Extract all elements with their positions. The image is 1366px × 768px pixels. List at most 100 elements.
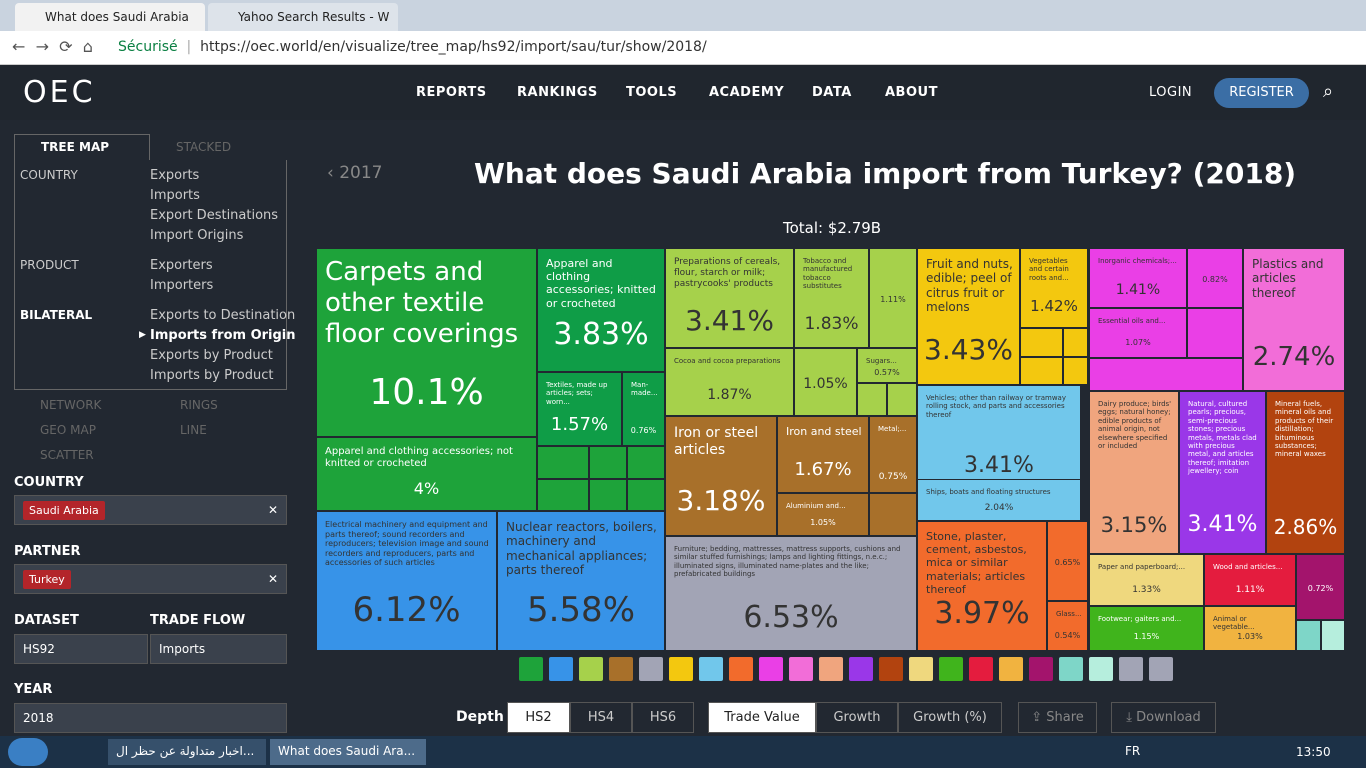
login[interactable]: LOGIN xyxy=(1149,85,1193,100)
category-icon[interactable] xyxy=(609,657,633,681)
tile[interactable]: Electrical machinery and equipment and p… xyxy=(316,511,497,651)
menu-item[interactable]: DATA xyxy=(812,85,852,100)
tile[interactable]: 0.82% xyxy=(1187,248,1243,308)
category-icon[interactable] xyxy=(789,657,813,681)
tile[interactable]: Textiles, made up articles; sets; worn..… xyxy=(537,372,622,446)
tile[interactable]: Apparel and clothing accessories; not kn… xyxy=(316,437,537,511)
category-icon[interactable] xyxy=(969,657,993,681)
category-icon[interactable] xyxy=(579,657,603,681)
tile[interactable]: Iron and steel 1.67% xyxy=(777,416,869,493)
tile[interactable]: Natural, cultured pearls; precious, semi… xyxy=(1179,391,1266,554)
tile[interactable]: Animal or vegetable... 1.03% xyxy=(1204,606,1296,651)
tile[interactable]: Cocoa and cocoa preparations 1.87% xyxy=(665,348,794,416)
menu-item[interactable]: RANKINGS xyxy=(517,85,598,100)
category-icon[interactable] xyxy=(759,657,783,681)
category-icon[interactable] xyxy=(729,657,753,681)
tile-filler[interactable] xyxy=(857,383,887,416)
tile[interactable]: Paper and paperboard;... 1.33% xyxy=(1089,554,1204,606)
download[interactable]: ⤓ Download xyxy=(1111,702,1216,733)
nav-buttons[interactable]: ← → ⟳ ⌂ xyxy=(12,37,93,56)
omnibox[interactable]: Sécurisé | https://oec.world/en/visualiz… xyxy=(118,35,1268,61)
view-link[interactable]: SCATTER xyxy=(40,448,94,462)
tile-filler[interactable] xyxy=(1020,357,1063,385)
tile-filler[interactable] xyxy=(537,479,589,511)
category-icon[interactable] xyxy=(999,657,1023,681)
category-icon[interactable] xyxy=(669,657,693,681)
download-label[interactable]: Download xyxy=(1136,710,1201,725)
tile[interactable]: Glass... 0.54% xyxy=(1047,601,1088,651)
tile[interactable]: Plastics and articles thereof 2.74% xyxy=(1243,248,1345,391)
tile-filler[interactable] xyxy=(627,446,665,479)
tab-stacked[interactable]: STACKED xyxy=(176,140,232,154)
share[interactable]: ⇪ Share xyxy=(1018,702,1097,733)
tile[interactable]: Vehicles; other than railway or tramway … xyxy=(917,385,1081,495)
toggle-button[interactable]: HS4 xyxy=(570,702,632,733)
menu-link[interactable]: Imports by Product xyxy=(150,368,274,383)
toggle-button[interactable]: Growth xyxy=(816,702,898,733)
tile[interactable]: Iron or steel articles 3.18% xyxy=(665,416,777,536)
register[interactable]: REGISTER xyxy=(1214,78,1309,108)
tile-filler[interactable] xyxy=(1063,328,1088,357)
category-icon[interactable] xyxy=(699,657,723,681)
category-icon[interactable] xyxy=(639,657,663,681)
menu-link[interactable]: Export Destinations xyxy=(150,208,279,223)
tile-filler[interactable] xyxy=(589,446,627,479)
tile[interactable]: Aluminium and... 1.05% xyxy=(777,493,869,536)
tab[interactable]: Yahoo Search Results - W xyxy=(208,3,398,31)
tile[interactable]: Nuclear reactors, boilers, machinery and… xyxy=(497,511,665,651)
country-select[interactable]: Saudi Arabia ✕ xyxy=(14,495,287,525)
tile[interactable]: Ships, boats and floating structures 2.04… xyxy=(917,479,1081,521)
tile-filler[interactable] xyxy=(589,479,627,511)
menu-item[interactable]: ACADEMY xyxy=(709,85,785,100)
category-icon[interactable] xyxy=(1059,657,1083,681)
tile[interactable]: Tobacco and manufactured tobacco substit… xyxy=(794,248,869,348)
category-icon[interactable] xyxy=(909,657,933,681)
toggle-button[interactable]: HS2 xyxy=(507,702,570,733)
tile-filler[interactable] xyxy=(1187,308,1243,358)
menu-link[interactable]: Importers xyxy=(150,278,214,293)
prev-year[interactable]: ‹ 2017 xyxy=(327,163,383,183)
tile[interactable]: Apparel and clothing accessories; knitte… xyxy=(537,248,665,372)
category-icon[interactable] xyxy=(549,657,573,681)
chip[interactable]: Saudi Arabia xyxy=(23,501,105,520)
tile[interactable]: Footwear; gaiters and... 1.15% xyxy=(1089,606,1204,651)
menu-item[interactable]: ABOUT xyxy=(885,85,938,100)
category-icon[interactable] xyxy=(939,657,963,681)
chip[interactable]: Turkey xyxy=(23,570,71,589)
tile-filler[interactable] xyxy=(627,479,665,511)
toggle-button[interactable]: Growth (%) xyxy=(898,702,1002,733)
menu-link[interactable]: Imports xyxy=(150,188,200,203)
category-icon[interactable] xyxy=(879,657,903,681)
tile-filler[interactable] xyxy=(537,446,589,479)
menu-item[interactable]: TOOLS xyxy=(626,85,678,100)
tile[interactable]: Preparations of cereals, flour, starch o… xyxy=(665,248,794,348)
tile[interactable]: Inorganic chemicals;... 1.41% xyxy=(1089,248,1187,308)
partner-select[interactable]: Turkey ✕ xyxy=(14,564,287,594)
tile[interactable]: Fruit and nuts, edible; peel of citrus f… xyxy=(917,248,1020,385)
toggle-button[interactable]: Trade Value xyxy=(708,702,816,733)
year-select[interactable]: 2018 xyxy=(14,703,287,733)
tile[interactable]: 1.05% xyxy=(794,348,857,416)
category-icon[interactable] xyxy=(819,657,843,681)
menu-link[interactable]: Import Origins xyxy=(150,228,244,243)
menu-link[interactable]: Exports to Destination xyxy=(150,308,296,323)
menu-link[interactable]: Exports xyxy=(150,168,200,183)
tile-filler[interactable] xyxy=(1321,620,1345,651)
tile[interactable]: 0.65% xyxy=(1047,521,1088,601)
logo[interactable]: OEC xyxy=(23,75,96,110)
tab[interactable]: What does Saudi Arabia xyxy=(15,3,205,31)
tile-filler[interactable] xyxy=(1020,328,1063,357)
tile[interactable]: Man-made... 0.76% xyxy=(622,372,665,446)
view-link[interactable]: LINE xyxy=(180,423,207,437)
tile[interactable]: Sugars... 0.57% xyxy=(857,348,917,383)
tile[interactable]: Dairy produce; birds' eggs; natural hone… xyxy=(1089,391,1179,554)
prev-label[interactable]: 2017 xyxy=(339,163,383,183)
menu-item[interactable]: REPORTS xyxy=(416,85,487,100)
tile[interactable]: 0.72% xyxy=(1296,554,1345,620)
view-link[interactable]: GEO MAP xyxy=(40,423,96,437)
tile[interactable]: Stone, plaster, cement, asbestos, mica o… xyxy=(917,521,1047,651)
tile-filler[interactable] xyxy=(1296,620,1321,651)
share-label[interactable]: Share xyxy=(1046,710,1084,725)
category-icon[interactable] xyxy=(519,657,543,681)
tile-filler[interactable] xyxy=(887,383,917,416)
